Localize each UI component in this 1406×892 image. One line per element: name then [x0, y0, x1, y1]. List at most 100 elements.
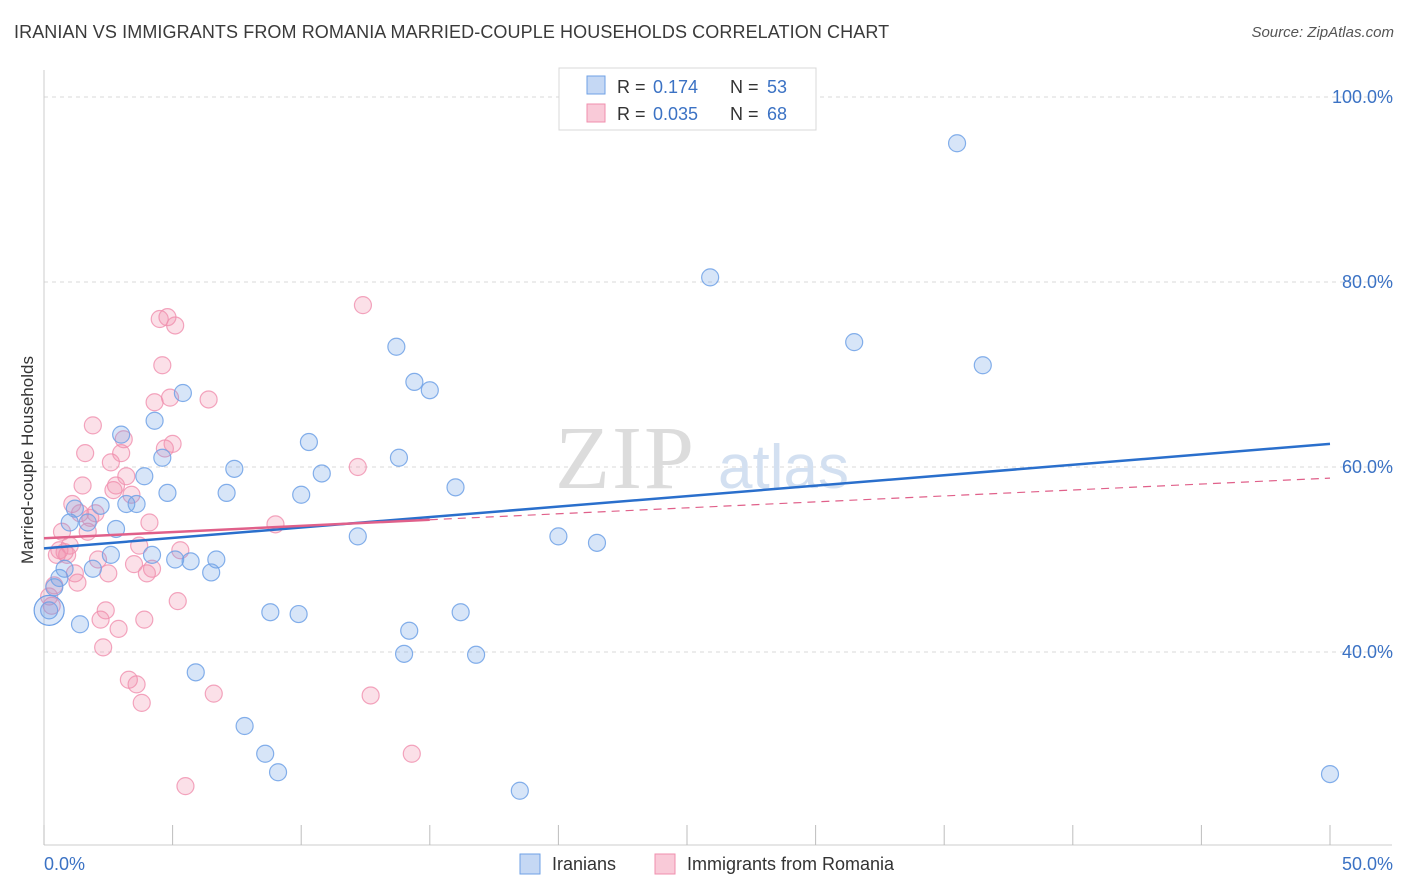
iranians-point: [112, 425, 131, 444]
romania-point: [361, 686, 380, 705]
tick-labels: 40.0% 60.0% 80.0% 100.0% 0.0% 50.0%: [44, 87, 1393, 874]
legend-top: R = 0.174 N = 53 R = 0.035 N = 68: [558, 67, 817, 131]
iranians-point: [78, 513, 97, 532]
iranians-point: [145, 411, 164, 430]
iranians-trend-line: [43, 442, 1331, 550]
iranians-point: [186, 663, 205, 682]
iranians-point: [405, 372, 424, 391]
watermark: ZIP atlas: [555, 409, 849, 508]
iranians-point: [173, 383, 192, 403]
romania-point: [101, 453, 120, 472]
romania-point: [109, 619, 128, 638]
iranians-point: [446, 478, 465, 497]
iranians-point: [135, 467, 154, 486]
y-tick-label-60: 60.0%: [1342, 457, 1393, 477]
iranians-point: [50, 568, 69, 588]
y-tick-label-40: 40.0%: [1342, 642, 1393, 662]
romania-point: [99, 564, 118, 583]
romania-point: [135, 610, 154, 629]
iranians-point: [312, 464, 331, 483]
legend-top-romania-swatch: [586, 103, 606, 123]
y-tick-label-80: 80.0%: [1342, 272, 1393, 292]
legend-iranians-label: Iranians: [552, 854, 616, 874]
iranians-point: [420, 381, 439, 400]
iranians-point: [235, 716, 254, 736]
romania-point: [94, 638, 113, 657]
iranians-point: [466, 645, 486, 664]
legend-top-r-label-2: R =: [617, 104, 646, 124]
iranians-point: [701, 268, 720, 287]
romania-point: [353, 296, 373, 315]
legend-top-n-value-2: 68: [767, 104, 787, 124]
series-romania-points: [40, 296, 421, 796]
romania-point: [127, 675, 146, 694]
iranians-point-large: [33, 594, 65, 626]
watermark-atlas: atlas: [718, 433, 849, 502]
x-tick-label-0: 0.0%: [44, 854, 85, 874]
iranians-point: [207, 550, 226, 569]
iranians-point: [166, 550, 185, 569]
romania-point: [117, 467, 136, 486]
romania-point: [145, 393, 164, 412]
iranians-point: [261, 603, 280, 622]
romania-point: [68, 573, 87, 592]
romania-point: [106, 476, 126, 495]
romania-point: [122, 485, 141, 504]
iranians-point: [451, 603, 470, 622]
romania-point: [112, 444, 131, 463]
iranians-point: [348, 527, 367, 546]
iranians-point: [289, 604, 308, 624]
legend-top-n-value-1: 53: [767, 77, 787, 97]
trend-lines: [43, 442, 1331, 550]
romania-point: [96, 601, 115, 620]
legend-top-n-label-2: N =: [730, 104, 759, 124]
romania-point: [166, 316, 185, 335]
iranians-point: [106, 519, 126, 539]
romania-point: [171, 541, 190, 560]
iranians-point: [510, 781, 529, 800]
romania-point: [91, 610, 110, 629]
watermark-zip: ZIP: [555, 409, 696, 508]
romania-point: [163, 434, 182, 453]
romania-point: [199, 390, 218, 409]
romania-point: [168, 592, 187, 611]
legend-top-n-label-1: N =: [730, 77, 759, 97]
romania-trend-line: [43, 518, 430, 540]
series-iranians-points: [33, 134, 1340, 800]
iranians-point: [83, 559, 102, 578]
iranians-point: [91, 496, 110, 515]
legend-bottom: Iranians Immigrants from Romania: [519, 853, 895, 875]
iranians-point: [292, 485, 311, 504]
romania-point: [402, 744, 421, 763]
legend-top-r-label-1: R =: [617, 77, 646, 97]
iranians-point: [70, 615, 90, 634]
romania-trend-line-dashed: [429, 477, 1331, 521]
iranians-point: [117, 494, 136, 514]
legend-romania-label: Immigrants from Romania: [687, 854, 895, 874]
iranians-point: [387, 337, 406, 356]
axes: [43, 70, 1392, 846]
romania-point: [176, 777, 195, 796]
iranians-point: [65, 499, 84, 518]
romania-point: [83, 416, 102, 435]
legend-iranians-swatch: [519, 853, 541, 875]
iranians-point: [394, 644, 414, 663]
iranians-point: [217, 483, 236, 502]
x-tick-label-1: 50.0%: [1342, 854, 1393, 874]
iranians-point: [845, 333, 864, 352]
romania-point: [132, 693, 151, 712]
romania-point: [348, 457, 367, 477]
iranians-point: [268, 763, 288, 782]
iranians-point: [142, 545, 162, 564]
iranians-point: [549, 527, 568, 546]
chart-title: IRANIAN VS IMMIGRANTS FROM ROMANIA MARRI…: [14, 22, 890, 42]
legend-romania-swatch: [654, 853, 676, 875]
iranians-point: [181, 552, 200, 571]
legend-top-r-value-2: 0.035: [653, 104, 698, 124]
romania-point: [73, 476, 92, 495]
romania-point: [140, 513, 159, 532]
iranians-point: [60, 513, 79, 532]
source-label: Source: ZipAtlas.com: [1251, 24, 1394, 41]
iranians-point: [55, 559, 74, 578]
